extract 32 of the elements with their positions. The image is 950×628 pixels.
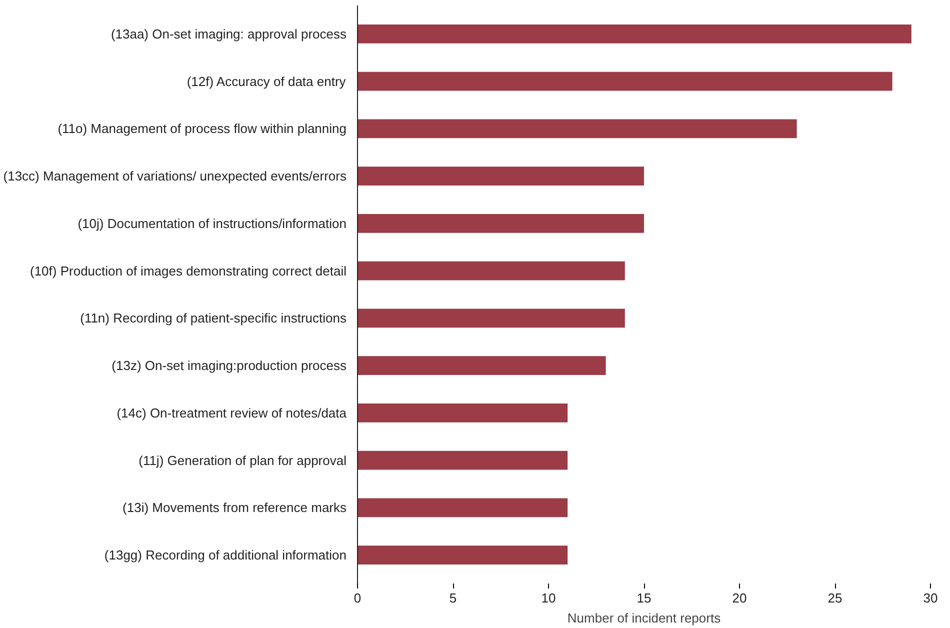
x-tick-label: 10 <box>541 590 556 606</box>
bar <box>358 403 568 422</box>
y-tick-label: (10f) Production of images demonstrating correct detail <box>30 263 347 278</box>
y-tick-label: (12f) Accuracy of data entry <box>186 74 346 89</box>
bar <box>358 308 625 328</box>
x-tick-label: 25 <box>828 590 842 606</box>
x-tick-label: 5 <box>449 590 457 606</box>
y-tick-label: (10j) Documentation of instructions/information <box>78 216 347 231</box>
x-tick-label: 20 <box>732 590 747 606</box>
bar <box>358 166 644 186</box>
bar <box>358 356 606 376</box>
y-tick-label: (13i) Movements from reference marks <box>122 500 347 516</box>
bar <box>358 119 797 138</box>
bar <box>358 261 625 280</box>
y-tick-label: (14c) On-treatment review of notes/data <box>116 405 348 420</box>
bar <box>358 546 568 565</box>
y-tick-label: (13aa) On-set imaging: approval process <box>110 26 347 42</box>
y-tick-label: (13z) On-set imaging:production process <box>112 358 347 374</box>
y-tick-label: (11o) Management of process flow within planning <box>58 121 347 136</box>
y-tick-label: (11j) Generation of plan for approval <box>138 452 347 468</box>
y-tick-label: (13gg) Recording of additional information <box>104 548 347 563</box>
x-tick-label: 30 <box>923 590 938 606</box>
y-tick-label: (11n) Recording of patient-specific instructions <box>80 310 347 326</box>
x-axis-title: Number of incident reports <box>567 610 722 626</box>
bar <box>358 214 644 233</box>
bar <box>358 450 568 470</box>
bar <box>358 72 892 91</box>
x-tick-label: 15 <box>636 590 652 606</box>
bar <box>358 498 568 518</box>
y-tick-label: (13cc) Management of variations/ unexpected events/errors <box>3 168 347 184</box>
bar <box>358 24 912 44</box>
x-tick-label: 0 <box>354 590 362 606</box>
